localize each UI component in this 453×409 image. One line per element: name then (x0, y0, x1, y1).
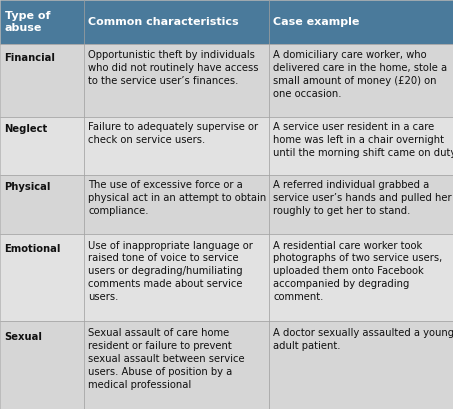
Text: Failure to adequately supervise or
check on service users.: Failure to adequately supervise or check… (88, 122, 259, 145)
Bar (0, 321, 84, 409)
Text: A doctor sexually assaulted a young
adult patient.: A doctor sexually assaulted a young adul… (273, 328, 453, 351)
Text: Common characteristics: Common characteristics (88, 17, 239, 27)
Text: Physical: Physical (5, 182, 51, 192)
Text: The use of excessive force or a
physical act in an attempt to obtain
compliance.: The use of excessive force or a physical… (88, 180, 266, 216)
Text: A service user resident in a care
home was left in a chair overnight
until the m: A service user resident in a care home w… (273, 122, 453, 157)
Text: Use of inappropriate language or
raised tone of voice to service
users or degrad: Use of inappropriate language or raised … (88, 240, 253, 302)
Bar (0, 0, 84, 44)
Bar (269, 44, 453, 117)
Bar (0, 117, 84, 175)
Text: Emotional: Emotional (5, 244, 61, 254)
Text: Case example: Case example (273, 17, 360, 27)
Bar (84, 44, 269, 117)
Text: Opportunistic theft by individuals
who did not routinely have access
to the serv: Opportunistic theft by individuals who d… (88, 50, 259, 86)
Bar (269, 117, 453, 175)
Bar (84, 234, 269, 321)
Text: Sexual assault of care home
resident or failure to prevent
sexual assault betwee: Sexual assault of care home resident or … (88, 328, 245, 389)
Bar (269, 175, 453, 234)
Bar (269, 0, 453, 44)
Bar (84, 0, 269, 44)
Bar (269, 321, 453, 409)
Bar (84, 117, 269, 175)
Bar (0, 234, 84, 321)
Bar (84, 175, 269, 234)
Bar (0, 175, 84, 234)
Bar (84, 321, 269, 409)
Text: Neglect: Neglect (5, 124, 48, 134)
Text: A referred individual grabbed a
service user’s hands and pulled her
roughly to g: A referred individual grabbed a service … (273, 180, 452, 216)
Text: Sexual: Sexual (5, 332, 43, 342)
Bar (0, 44, 84, 117)
Text: Financial: Financial (5, 53, 55, 63)
Text: A residential care worker took
photographs of two service users,
uploaded them o: A residential care worker took photograp… (273, 240, 443, 302)
Bar (269, 234, 453, 321)
Text: Type of
abuse: Type of abuse (5, 11, 50, 33)
Text: A domiciliary care worker, who
delivered care in the home, stole a
small amount : A domiciliary care worker, who delivered… (273, 50, 447, 99)
